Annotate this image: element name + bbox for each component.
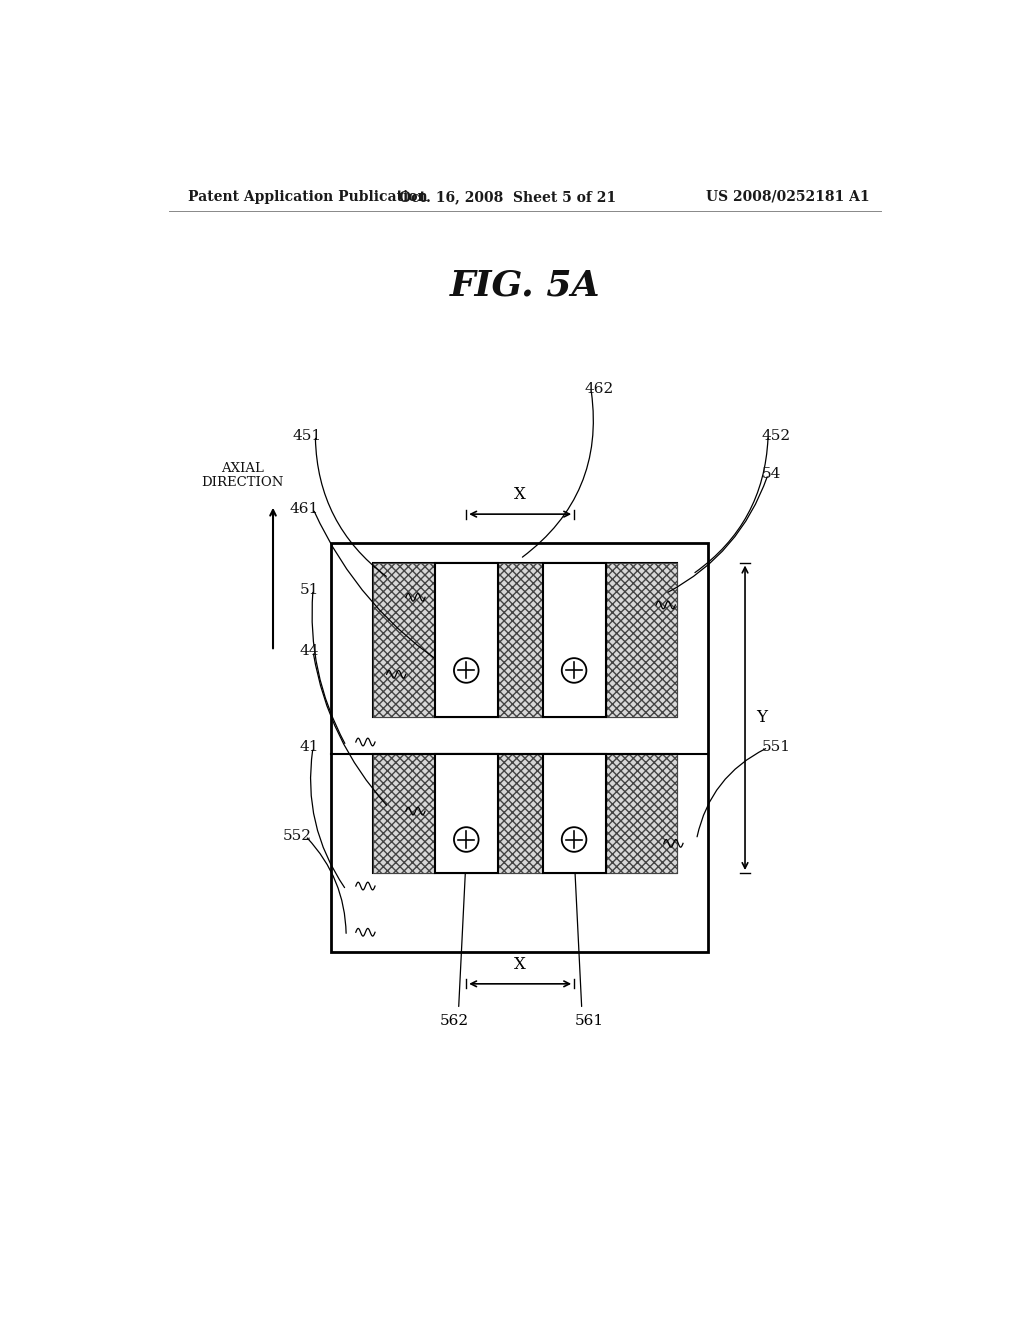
Text: 562: 562 xyxy=(440,1014,469,1028)
Text: 41: 41 xyxy=(300,741,319,755)
Text: 462: 462 xyxy=(585,383,614,396)
Bar xyxy=(543,562,605,717)
Text: US 2008/0252181 A1: US 2008/0252181 A1 xyxy=(707,190,869,203)
Bar xyxy=(543,754,605,873)
Text: Y: Y xyxy=(756,709,767,726)
Bar xyxy=(373,562,677,717)
Bar xyxy=(373,754,435,873)
Bar xyxy=(605,754,677,873)
Text: 451: 451 xyxy=(293,429,322,442)
Bar xyxy=(373,754,677,873)
Bar xyxy=(331,544,708,952)
Text: Patent Application Publication: Patent Application Publication xyxy=(188,190,428,203)
Text: 561: 561 xyxy=(574,1014,604,1028)
Text: 461: 461 xyxy=(290,502,319,516)
Text: 551: 551 xyxy=(762,741,791,755)
Bar xyxy=(498,754,543,873)
Bar xyxy=(373,562,435,717)
Text: 44: 44 xyxy=(300,644,319,659)
Bar xyxy=(605,562,677,717)
Text: 552: 552 xyxy=(283,829,311,843)
Bar xyxy=(435,754,498,873)
Text: Oct. 16, 2008  Sheet 5 of 21: Oct. 16, 2008 Sheet 5 of 21 xyxy=(399,190,616,203)
Text: 452: 452 xyxy=(762,429,792,442)
Text: X: X xyxy=(514,956,526,973)
Text: X: X xyxy=(514,486,526,503)
Text: FIG. 5A: FIG. 5A xyxy=(450,268,600,302)
Text: 51: 51 xyxy=(300,582,319,597)
Bar xyxy=(435,562,498,717)
Text: AXIAL
DIRECTION: AXIAL DIRECTION xyxy=(201,462,284,490)
Bar xyxy=(498,562,543,717)
Text: 54: 54 xyxy=(762,467,781,480)
